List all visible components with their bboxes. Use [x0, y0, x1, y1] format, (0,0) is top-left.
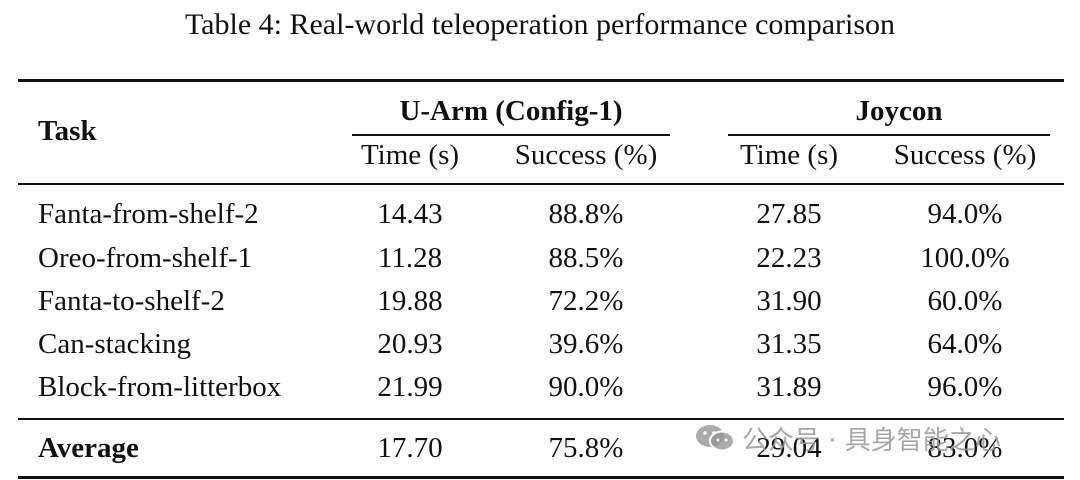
row-joycon-time: 27.85: [756, 198, 822, 230]
row-joycon-success: 100.0%: [920, 242, 1010, 274]
row-uarm-success: 90.0%: [548, 371, 624, 403]
average-rule: [18, 418, 1064, 420]
row-uarm-time: 14.43: [377, 198, 443, 230]
row-uarm-time: 21.99: [377, 371, 443, 403]
wechat-icon: [696, 425, 735, 452]
task-header: Task: [38, 115, 97, 147]
average-label: Average: [38, 432, 139, 464]
col-header-joycon-time: Time (s): [739, 139, 839, 171]
watermark-text: 公众号 · 具身智能之心: [742, 425, 1001, 456]
row-joycon-time: 22.23: [756, 242, 822, 274]
row-joycon-time: 31.90: [756, 285, 822, 317]
row-uarm-success: 72.2%: [548, 285, 624, 317]
group-underline-joycon: [728, 134, 1050, 136]
row-uarm-success: 88.5%: [548, 242, 624, 274]
row-uarm-success: 39.6%: [548, 328, 624, 360]
row-joycon-time: 31.35: [756, 328, 822, 360]
group-underline-uarm: [352, 134, 670, 136]
col-header-joycon-success: Success (%): [893, 139, 1037, 171]
average-uarm-time: 17.70: [377, 432, 443, 464]
row-task: Fanta-from-shelf-2: [38, 198, 259, 230]
row-joycon-success: 96.0%: [927, 371, 1003, 403]
row-task: Oreo-from-shelf-1: [38, 242, 253, 274]
row-task: Fanta-to-shelf-2: [38, 285, 225, 317]
group-header-uarm: U-Arm (Config-1): [399, 95, 623, 127]
top-rule: [18, 79, 1064, 82]
row-uarm-success: 88.8%: [548, 198, 624, 230]
average-joycon-success: 83.0%: [927, 432, 1003, 464]
row-joycon-time: 31.89: [756, 371, 822, 403]
row-joycon-success: 60.0%: [927, 285, 1003, 317]
average-joycon-time: 29.04: [756, 432, 822, 464]
col-header-uarm-success: Success (%): [514, 139, 658, 171]
table-caption: Table 4: Real-world teleoperation perfor…: [184, 8, 896, 41]
average-uarm-success: 75.8%: [548, 432, 624, 464]
row-task: Can-stacking: [38, 328, 192, 360]
row-joycon-success: 94.0%: [927, 198, 1003, 230]
bottom-rule: [18, 476, 1064, 479]
row-task: Block-from-litterbox: [38, 371, 282, 403]
row-uarm-time: 20.93: [377, 328, 443, 360]
header-rule: [18, 183, 1064, 185]
group-header-joycon: Joycon: [855, 95, 943, 127]
row-uarm-time: 19.88: [377, 285, 443, 317]
row-joycon-success: 64.0%: [927, 328, 1003, 360]
watermark: 公众号 · 具身智能之心: [694, 420, 1054, 456]
col-header-uarm-time: Time (s): [360, 139, 460, 171]
row-uarm-time: 11.28: [377, 242, 443, 274]
